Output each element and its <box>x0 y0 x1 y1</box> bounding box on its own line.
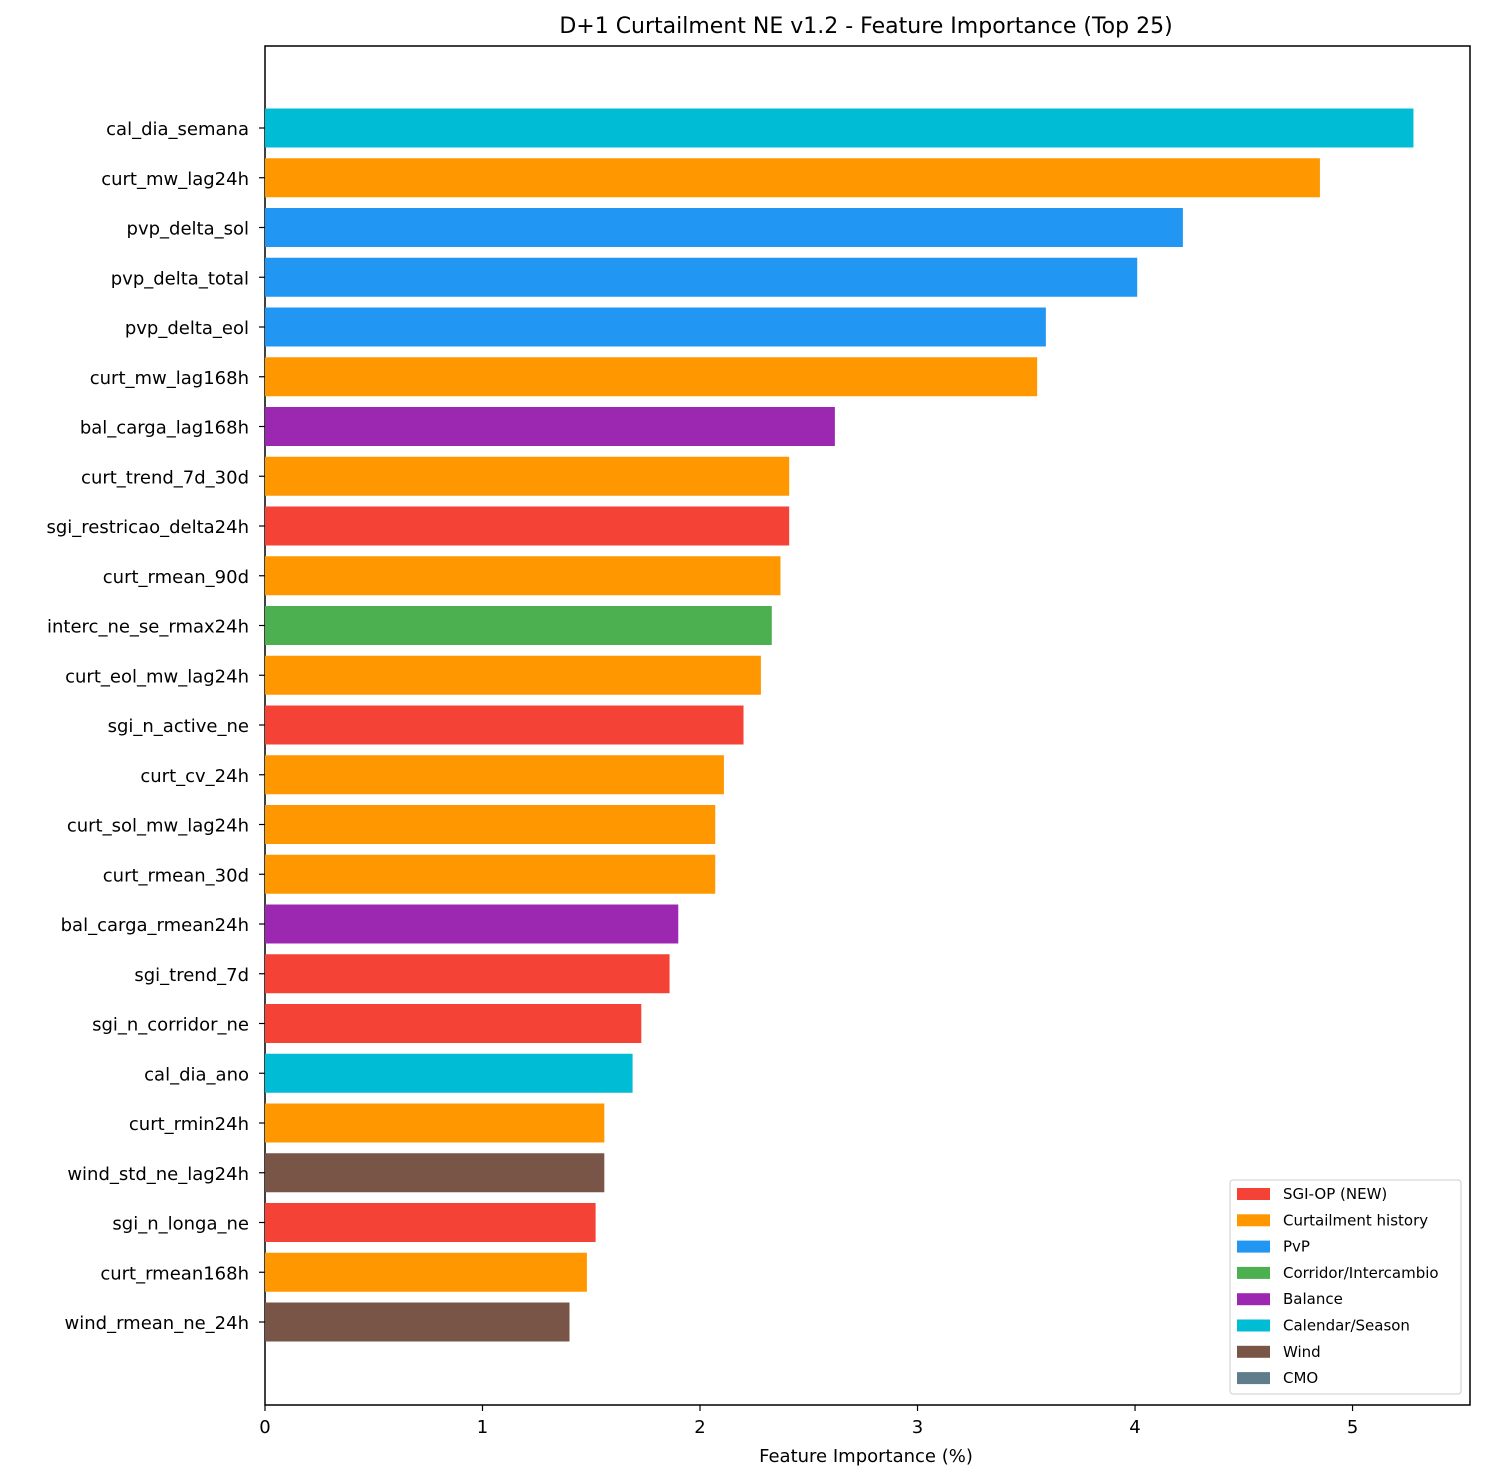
bar-curt-rmean168h <box>265 1252 587 1292</box>
legend-label: PvP <box>1283 1238 1310 1256</box>
legend-label: Balance <box>1283 1290 1343 1308</box>
legend-label: Calendar/Season <box>1283 1317 1410 1335</box>
bar-cal-dia-ano <box>265 1053 633 1093</box>
legend-swatch <box>1237 1240 1270 1253</box>
legend-swatch <box>1237 1345 1270 1358</box>
y-tick-label: curt_rmean_30d <box>103 865 249 886</box>
bar-curt-rmean-30d <box>265 854 716 894</box>
legend-label: Wind <box>1283 1343 1321 1361</box>
y-tick-label: curt_mw_lag24h <box>101 169 249 190</box>
y-tick-label: sgi_n_active_ne <box>108 716 249 737</box>
y-tick-label: curt_sol_mw_lag24h <box>67 816 249 837</box>
bar-pvp-delta-eol <box>265 307 1046 347</box>
bar-curt-eol-mw-lag24h <box>265 655 761 695</box>
legend-label: Corridor/Intercambio <box>1283 1264 1439 1282</box>
bar-curt-rmin24h <box>265 1103 605 1143</box>
x-axis-label: Feature Importance (%) <box>759 1446 973 1467</box>
bar-curt-sol-mw-lag24h <box>265 805 716 844</box>
legend: SGI-OP (NEW) Curtailment history PvP Corrid… <box>1229 1179 1462 1395</box>
y-tick-label: sgi_restricao_delta24h <box>46 517 249 538</box>
bar-pvp-delta-total <box>265 257 1138 297</box>
legend-swatch <box>1237 1188 1270 1200</box>
x-tick-label: 0 <box>259 1417 270 1438</box>
y-tick-label: curt_mw_lag168h <box>90 368 249 389</box>
legend-swatch <box>1237 1214 1270 1227</box>
bar-sgi-n-longa-ne <box>265 1203 596 1242</box>
legend-frame <box>1229 1179 1462 1395</box>
y-tick-label: pvp_delta_sol <box>127 219 249 240</box>
x-tick-label: 4 <box>1129 1417 1140 1438</box>
legend-swatch <box>1237 1319 1270 1332</box>
y-tick-label: curt_eol_mw_lag24h <box>65 666 249 687</box>
y-tick-label: curt_trend_7d_30d <box>81 467 249 488</box>
y-tick-label: curt_cv_24h <box>140 766 249 787</box>
bar-cal-dia-semana <box>265 108 1414 148</box>
bar-wind-std-ne-lag24h <box>265 1153 605 1193</box>
bar-pvp-delta-sol <box>265 208 1183 247</box>
y-tick-label: wind_std_ne_lag24h <box>67 1164 249 1185</box>
bar-sgi-n-active-ne <box>265 705 744 745</box>
x-axis-ticks: 0 1 2 3 4 5 <box>259 1405 1358 1438</box>
bar-bal-carga-rmean24h <box>265 904 679 944</box>
bar-wind-rmean-ne-24h <box>265 1302 570 1342</box>
y-tick-label: pvp_delta_eol <box>125 318 249 339</box>
bar-sgi-n-corridor-ne <box>265 1004 642 1043</box>
legend-label: Curtailment history <box>1283 1211 1428 1229</box>
bar-bal-carga-lag168h <box>265 407 835 446</box>
y-tick-label: sgi_n_corridor_ne <box>92 1015 249 1036</box>
bar-interc-ne-se-rmax24h <box>265 606 772 645</box>
y-tick-label: sgi_n_longa_ne <box>112 1214 249 1235</box>
legend-swatch <box>1237 1266 1270 1279</box>
y-tick-label: pvp_delta_total <box>111 268 249 289</box>
legend-swatch <box>1237 1372 1270 1385</box>
y-tick-label: curt_rmean168h <box>100 1263 249 1284</box>
bar-sgi-trend-7d <box>265 954 670 994</box>
bar-sgi-restricao-delta24h <box>265 506 790 546</box>
bars-group <box>265 108 1414 1342</box>
legend-swatch <box>1237 1293 1270 1306</box>
x-tick-label: 5 <box>1347 1417 1358 1438</box>
bar-curt-rmean-90d <box>265 556 781 596</box>
x-tick-label: 3 <box>912 1417 923 1438</box>
y-tick-label: interc_ne_se_rmax24h <box>47 617 249 638</box>
y-tick-label: bal_carga_rmean24h <box>61 915 249 936</box>
chart-title: D+1 Curtailment NE v1.2 - Feature Import… <box>559 14 1172 39</box>
y-tick-label: bal_carga_lag168h <box>80 418 249 439</box>
bar-curt-mw-lag24h <box>265 158 1320 198</box>
bar-curt-mw-lag168h <box>265 357 1038 397</box>
x-tick-label: 2 <box>694 1417 705 1438</box>
y-tick-label: wind_rmean_ne_24h <box>65 1313 249 1334</box>
y-tick-label: curt_rmin24h <box>129 1114 249 1135</box>
legend-label: SGI-OP (NEW) <box>1283 1185 1387 1203</box>
y-axis-ticks: cal_dia_semana curt_mw_lag24h pvp_delta_so… <box>46 119 265 1334</box>
legend-label: CMO <box>1283 1369 1318 1387</box>
bar-curt-cv-24h <box>265 755 724 795</box>
bar-curt-trend-7d-30d <box>265 456 790 496</box>
y-tick-label: sgi_trend_7d <box>134 965 249 986</box>
y-tick-label: cal_dia_ano <box>144 1064 249 1085</box>
y-tick-label: curt_rmean_90d <box>103 567 249 588</box>
y-tick-label: cal_dia_semana <box>106 119 249 140</box>
x-tick-label: 1 <box>477 1417 488 1438</box>
